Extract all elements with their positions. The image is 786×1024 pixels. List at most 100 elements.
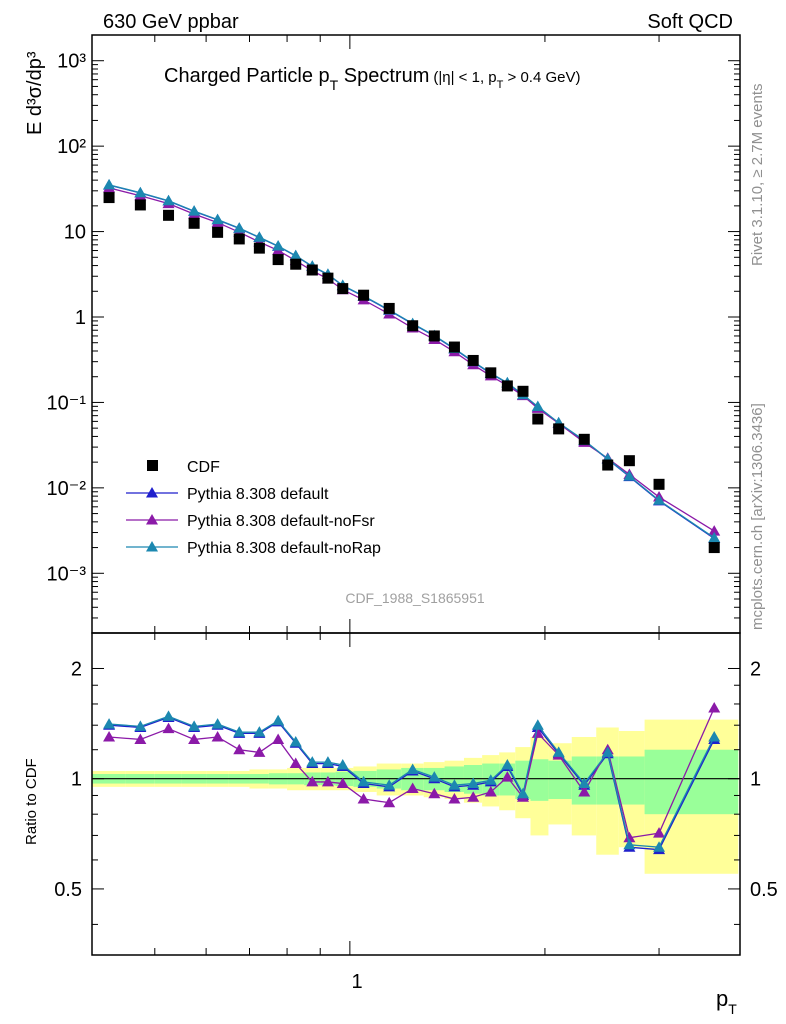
ratio-point-series-2 xyxy=(336,759,349,770)
x-axis-label-main: p xyxy=(716,986,728,1011)
ratio-point-series-2 xyxy=(467,777,480,789)
y-tick-label: 1 xyxy=(75,307,86,329)
ratio-plot-panel: 0.5 0.5 1 1 2 2 Ratio to CDF xyxy=(23,632,778,956)
mc-point-series-2 xyxy=(211,213,224,225)
ratio-point-series-1 xyxy=(336,777,349,789)
main-plot-area xyxy=(103,178,721,554)
ratio-point-series-1 xyxy=(501,771,514,782)
data-point xyxy=(188,217,200,229)
data-point xyxy=(578,433,590,445)
legend-marker-series-1 xyxy=(146,514,158,525)
data-point xyxy=(467,354,479,366)
ratio-point-series-2 xyxy=(501,759,514,770)
analysis-id: CDF_1988_S1865951 xyxy=(345,590,485,606)
data-point xyxy=(532,413,544,425)
ratio-point-series-1 xyxy=(188,733,201,744)
chart-title-main-sub: T xyxy=(330,77,339,93)
ratio-y-tick-label-right: 2 xyxy=(750,658,761,680)
legend-marker-series-0 xyxy=(146,487,158,498)
ratio-point-series-1 xyxy=(406,782,419,794)
y-tick-label: 10 xyxy=(64,222,86,244)
data-point xyxy=(134,199,146,211)
mc-point-series-2 xyxy=(708,531,721,543)
ratio-point-series-1 xyxy=(708,701,721,713)
ratio-y-tick-label: 2 xyxy=(71,658,82,680)
ratio-point-series-2 xyxy=(134,720,147,731)
ratio-point-series-2 xyxy=(162,710,175,721)
x-axis-label-sub: T xyxy=(728,1001,737,1017)
ratio-y-axis-label: Ratio to CDF xyxy=(23,758,40,845)
main-y-axis: 10⁻³ 10⁻² 10⁻¹ 1 10 10² 10³ xyxy=(47,34,740,634)
ratio-point-series-1 xyxy=(653,827,666,838)
mc-point-series-2 xyxy=(188,205,201,216)
data-point xyxy=(163,209,175,221)
ratio-point-series-1 xyxy=(162,722,175,734)
rivet-label: Rivet 3.1.10, ≥ 2.7M events xyxy=(749,84,766,267)
stat-uncertainty-band xyxy=(687,749,739,815)
ratio-point-series-1 xyxy=(428,787,441,799)
ratio-point-series-1 xyxy=(272,733,285,744)
ratio-y-tick-label-right: 1 xyxy=(750,769,761,791)
data-point xyxy=(358,289,370,301)
ratio-point-series-1 xyxy=(306,775,319,787)
ratio-point-series-1 xyxy=(484,785,497,797)
legend-marker-series-2 xyxy=(146,541,158,552)
y-tick-label: 10² xyxy=(57,136,86,158)
ratio-point-series-2 xyxy=(448,779,461,790)
chart-title-cut-sub: T xyxy=(497,79,504,91)
data-point xyxy=(653,478,665,490)
mc-point-series-2 xyxy=(623,470,636,481)
mc-point-series-2 xyxy=(134,186,147,198)
ratio-point-series-2 xyxy=(321,756,334,767)
stat-uncertainty-band xyxy=(596,756,619,805)
mc-point-series-1 xyxy=(708,525,721,536)
mc-point-series-2 xyxy=(103,178,116,190)
header-left: 630 GeV ppbar xyxy=(103,11,239,33)
data-point xyxy=(407,320,419,332)
ratio-line-series-0 xyxy=(109,716,715,851)
data-point xyxy=(383,302,395,314)
ratio-point-series-2 xyxy=(578,777,591,789)
ratio-point-series-2 xyxy=(188,720,201,731)
ratio-point-series-1 xyxy=(578,785,591,797)
ratio-point-series-1 xyxy=(383,796,396,808)
data-point xyxy=(306,264,318,276)
y-tick-label: 10⁻³ xyxy=(47,563,87,585)
y-tick-label: 10⁻¹ xyxy=(47,392,87,414)
ratio-point-series-2 xyxy=(211,718,224,729)
ratio-point-series-2 xyxy=(306,756,319,767)
data-point xyxy=(517,385,529,397)
chart-title-cut: (|η| < 1, p xyxy=(433,69,496,86)
ratio-point-series-2 xyxy=(289,735,302,747)
x-axis-label: pT xyxy=(716,986,737,1017)
ratio-point-series-2 xyxy=(383,779,396,790)
ratio-y-tick-label: 1 xyxy=(71,769,82,791)
data-point xyxy=(448,341,460,353)
ratio-plot-area xyxy=(92,701,740,874)
chart-title-main-suffix: Spectrum xyxy=(338,65,429,87)
data-point xyxy=(428,330,440,342)
stat-uncertainty-band xyxy=(548,760,572,800)
ratio-x-ticks xyxy=(91,633,741,955)
ratio-point-series-2 xyxy=(406,763,419,774)
ratio-plot-frame xyxy=(91,632,741,956)
legend-label-series-2: Pythia 8.308 default-noRap xyxy=(187,540,381,557)
ratio-line-series-1 xyxy=(109,707,715,839)
stat-uncertainty-band xyxy=(530,759,549,801)
data-point xyxy=(553,423,565,435)
chart-title-main: Charged Particle p xyxy=(164,65,330,87)
chart-title: Charged Particle pT Spectrum (|η| < 1, pT… xyxy=(164,65,580,93)
data-point xyxy=(623,455,635,467)
data-point xyxy=(103,192,115,204)
y-tick-label: 10³ xyxy=(57,51,86,73)
stat-uncertainty-band xyxy=(618,756,645,805)
ratio-line-series-2 xyxy=(109,715,715,848)
mc-line-series-2 xyxy=(108,184,715,539)
ratio-point-series-2 xyxy=(531,719,544,730)
mc-point-series-2 xyxy=(289,249,302,261)
ratio-point-series-1 xyxy=(233,743,246,755)
ratio-point-series-1 xyxy=(467,791,480,802)
ratio-point-series-1 xyxy=(253,746,266,757)
mc-point-series-2 xyxy=(531,400,544,412)
